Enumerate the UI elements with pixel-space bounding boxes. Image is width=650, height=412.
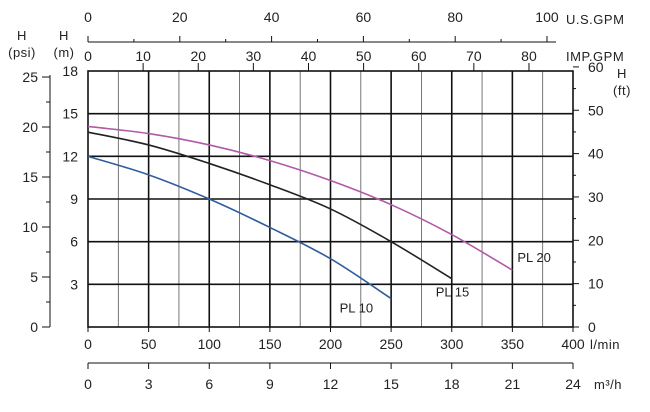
m-unit-sub: (m) — [54, 45, 75, 60]
m-unit-title: H — [59, 28, 69, 43]
curve-pl-20 — [87, 125, 513, 271]
y-tick-label: 15 — [62, 106, 78, 122]
grid — [87, 70, 574, 328]
x-axis-unit-label: l/min — [590, 337, 620, 352]
imp-gpm-tick-label: 0 — [84, 48, 92, 64]
imp-gpm-tick-label: 70 — [466, 48, 482, 64]
ft-tick-label: 10 — [588, 276, 604, 292]
curve-pl-10 — [87, 155, 392, 300]
curve-pl-15 — [87, 131, 453, 280]
psi-tick-label: 15 — [22, 169, 38, 185]
m3h-tick-label: 15 — [383, 376, 399, 392]
imp-gpm-tick-label: 30 — [246, 48, 262, 64]
us-gpm-tick-label: 60 — [356, 9, 372, 25]
y-tick-label: 12 — [62, 148, 78, 164]
imp-gpm-unit-label: IMP.GPM — [566, 49, 624, 64]
series-labels: PL 10 PL 15 PL 20 — [340, 250, 551, 315]
x-tick-label: 100 — [198, 336, 222, 352]
m3h-tick-label: 0 — [84, 376, 92, 392]
y-tick-label: 6 — [70, 234, 78, 250]
x-tick-label: 300 — [440, 336, 464, 352]
psi-tick-label: 20 — [22, 119, 38, 135]
imp-gpm-tick-label: 80 — [521, 48, 537, 64]
psi-tick-label: 0 — [30, 319, 38, 335]
us-gpm-tick-label: 40 — [264, 9, 280, 25]
y-tick-label: 3 — [70, 276, 78, 292]
y-tick-label: 9 — [70, 191, 78, 207]
us-gpm-tick-label: 20 — [172, 9, 188, 25]
psi-tick-label: 10 — [22, 219, 38, 235]
m3h-tick-label: 12 — [323, 376, 339, 392]
x-tick-label: 400 — [561, 336, 585, 352]
ft-tick-label: 30 — [588, 189, 604, 205]
ft-unit-title: H — [617, 66, 627, 81]
m3h-tick-label: 24 — [565, 376, 581, 392]
imp-gpm-tick-label: 40 — [301, 48, 317, 64]
psi-unit-title: H — [17, 28, 27, 43]
psi-unit-sub: (psi) — [8, 45, 36, 60]
series-label-pl-15: PL 15 — [436, 285, 470, 300]
x-tick-label: 50 — [141, 336, 157, 352]
performance-curves — [87, 125, 513, 300]
us-gpm-tick-label: 100 — [535, 9, 559, 25]
x-tick-label: 350 — [501, 336, 525, 352]
ft-tick-label: 20 — [588, 232, 604, 248]
m3h-tick-label: 21 — [505, 376, 521, 392]
ft-tick-label: 40 — [588, 146, 604, 162]
x-tick-label: 0 — [84, 336, 92, 352]
us-gpm-tick-label: 0 — [84, 9, 92, 25]
imp-gpm-tick-label: 20 — [190, 48, 206, 64]
ft-unit-sub: (ft) — [613, 83, 631, 98]
psi-tick-label: 25 — [22, 69, 38, 85]
series-label-pl-20: PL 20 — [517, 250, 551, 265]
y-tick-label: 18 — [62, 63, 78, 79]
ft-tick-label: 50 — [588, 102, 604, 118]
m3h-tick-label: 6 — [205, 376, 213, 392]
m3h-tick-label: 9 — [266, 376, 274, 392]
x-tick-label: 250 — [379, 336, 403, 352]
us-gpm-tick-label: 80 — [447, 9, 463, 25]
ft-tick-label: 60 — [588, 59, 604, 75]
imp-gpm-tick-label: 10 — [135, 48, 151, 64]
x-tick-label: 150 — [258, 336, 282, 352]
psi-tick-label: 5 — [30, 269, 38, 285]
ft-tick-label: 0 — [588, 319, 596, 335]
imp-gpm-tick-label: 60 — [411, 48, 427, 64]
m3h-tick-label: 3 — [145, 376, 153, 392]
m3h-unit-label: m³/h — [594, 377, 622, 392]
m3h-tick-label: 18 — [444, 376, 460, 392]
series-label-pl-10: PL 10 — [340, 301, 374, 316]
imp-gpm-tick-label: 50 — [356, 48, 372, 64]
us-gpm-unit-label: U.S.GPM — [566, 12, 624, 27]
x-tick-label: 200 — [319, 336, 343, 352]
